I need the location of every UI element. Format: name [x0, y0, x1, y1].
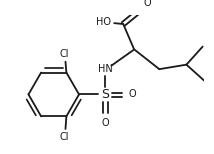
Text: O: O: [128, 89, 136, 99]
Text: HO: HO: [96, 17, 111, 27]
Text: O: O: [101, 118, 109, 128]
Text: S: S: [101, 88, 109, 101]
Text: Cl: Cl: [60, 132, 69, 142]
Text: Cl: Cl: [60, 49, 69, 59]
Text: HN: HN: [98, 64, 113, 74]
Text: O: O: [144, 0, 152, 8]
